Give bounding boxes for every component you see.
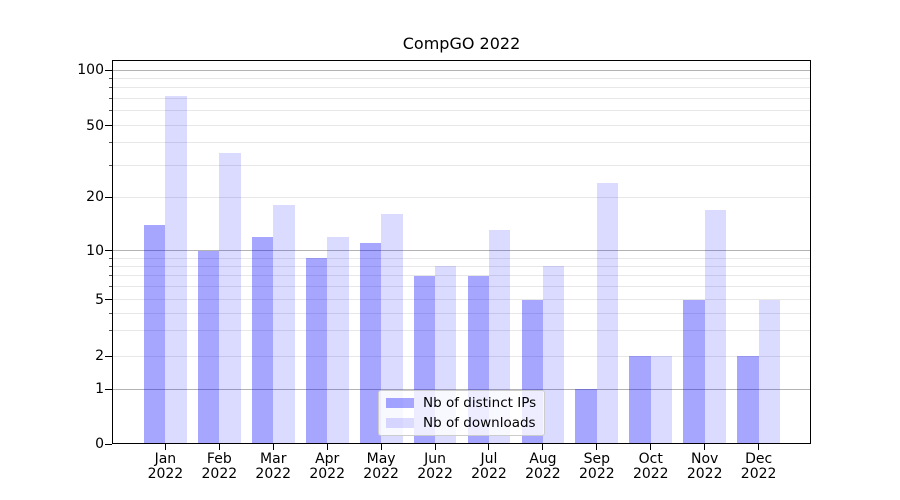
y-tick-label: 50: [86, 117, 104, 134]
x-tick-label-feb: Feb 2022: [201, 451, 238, 482]
gridline-minor: [113, 110, 810, 112]
y-tick-mark: [105, 69, 112, 71]
bar-distinct-ips-feb: [197, 250, 220, 444]
x-tick-mark: [704, 444, 706, 450]
x-tick-mark: [164, 444, 166, 450]
x-tick-mark: [488, 444, 490, 450]
y-tick-mark-minor: [108, 142, 112, 144]
gridline-minor: [113, 125, 810, 126]
bar-downloads-jan: [165, 96, 187, 444]
x-tick-label-aug: Aug 2022: [525, 451, 561, 482]
y-tick-mark: [105, 196, 112, 198]
gridline-minor: [113, 164, 810, 166]
y-tick-label: 5: [95, 291, 104, 308]
x-tick-label-apr: Apr 2022: [309, 451, 345, 482]
x-tick-mark: [326, 444, 328, 450]
x-tick-label-dec: Dec 2022: [740, 451, 777, 482]
y-tick-mark-minor: [108, 98, 112, 100]
bar-downloads-sep: [596, 182, 619, 444]
y-tick-mark-minor: [108, 330, 112, 332]
chart-title: CompGO 2022: [402, 34, 521, 53]
x-tick-label-oct: Oct 2022: [632, 451, 669, 482]
gridline-minor: [113, 275, 810, 277]
bar-distinct-ips-jan: [144, 224, 166, 444]
y-tick-mark-minor: [108, 87, 112, 89]
gridline-major: [113, 69, 810, 71]
bar-distinct-ips-dec: [737, 356, 759, 444]
gridline-minor: [113, 299, 810, 300]
bar-distinct-ips-oct: [629, 356, 651, 444]
bar-downloads-mar: [273, 205, 295, 444]
gridline-minor: [113, 77, 810, 79]
y-tick-mark: [105, 299, 112, 300]
x-tick-mark: [596, 444, 598, 450]
y-tick-mark-minor: [108, 164, 112, 166]
x-tick-label-may: May 2022: [363, 451, 399, 482]
y-tick-mark-minor: [108, 265, 112, 267]
gridline-minor: [113, 196, 810, 198]
bar-distinct-ips-may: [359, 243, 382, 444]
x-tick-mark: [434, 444, 436, 450]
y-tick-label: 20: [86, 189, 104, 205]
y-tick-mark-minor: [108, 286, 112, 288]
gridline-minor: [113, 330, 810, 332]
bar-downloads-oct: [650, 356, 673, 444]
legend-item-distinct-ips: Nb of distinct IPs: [386, 395, 537, 411]
bar-downloads-nov: [704, 209, 727, 444]
y-tick-mark: [105, 250, 112, 252]
bar-downloads-apr: [327, 236, 349, 444]
x-tick-label-mar: Mar 2022: [255, 451, 292, 482]
x-tick-mark: [380, 444, 382, 450]
legend-swatch-distinct-ips: [386, 398, 414, 408]
bar-downloads-feb: [219, 153, 241, 444]
x-tick-mark: [758, 444, 760, 450]
bar-downloads-aug: [542, 266, 565, 444]
legend-label-distinct-ips: Nb of distinct IPs: [423, 395, 537, 411]
y-tick-mark: [105, 388, 112, 390]
y-tick-label: 10: [86, 242, 104, 259]
x-tick-mark: [542, 444, 544, 450]
x-tick-mark: [272, 444, 274, 450]
gridline-minor: [113, 312, 810, 314]
bar-distinct-ips-mar: [251, 236, 274, 444]
x-tick-mark: [218, 444, 220, 450]
gridline-minor: [113, 265, 810, 267]
legend-swatch-downloads: [386, 418, 414, 428]
y-tick-label: 2: [95, 348, 104, 364]
y-tick-label: 100: [77, 62, 104, 78]
y-tick-mark-minor: [108, 110, 112, 112]
gridline-minor: [113, 142, 810, 144]
bar-downloads-dec: [758, 299, 781, 444]
x-tick-mark: [650, 444, 652, 450]
gridline-major: [113, 250, 810, 252]
x-tick-label-nov: Nov 2022: [686, 451, 723, 482]
y-tick-label: 0: [95, 436, 104, 452]
gridline-minor: [113, 98, 810, 100]
bar-distinct-ips-apr: [305, 258, 328, 444]
y-tick-mark-minor: [108, 312, 112, 314]
y-tick-mark-minor: [108, 257, 112, 259]
y-tick-mark: [105, 355, 112, 357]
x-tick-label-jun: Jun 2022: [417, 451, 453, 482]
gridline-minor: [113, 286, 810, 288]
legend-item-downloads: Nb of downloads: [386, 415, 537, 431]
y-tick-mark-minor: [108, 275, 112, 277]
x-tick-label-jan: Jan 2022: [147, 451, 184, 482]
y-tick-mark-minor: [108, 77, 112, 79]
y-tick-mark: [105, 125, 112, 126]
gridline-minor: [113, 355, 810, 357]
x-tick-label-jul: Jul 2022: [471, 451, 507, 482]
bar-downloads-may: [381, 214, 403, 444]
y-tick-label: 1: [95, 381, 104, 398]
legend: Nb of distinct IPs Nb of downloads: [378, 390, 545, 436]
gridline-minor: [113, 257, 810, 259]
y-tick-mark: [105, 443, 112, 445]
x-tick-label-sep: Sep 2022: [579, 451, 615, 482]
legend-label-downloads: Nb of downloads: [423, 415, 536, 431]
gridline-major: [113, 388, 810, 390]
gridline-minor: [113, 87, 810, 89]
bar-distinct-ips-nov: [683, 299, 705, 444]
bar-distinct-ips-sep: [575, 389, 597, 444]
